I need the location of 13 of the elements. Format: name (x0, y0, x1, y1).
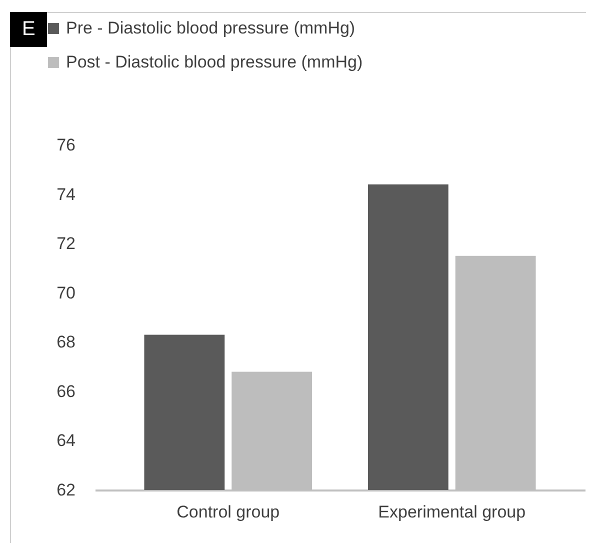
legend-label: Pre - Diastolic blood pressure (mmHg) (66, 18, 356, 38)
y-tick-label: 64 (56, 431, 76, 450)
x-tick-label: Experimental group (378, 502, 526, 522)
y-tick-label: 70 (56, 283, 76, 302)
y-tick-label: 72 (56, 234, 76, 254)
y-tick-label: 76 (56, 136, 76, 154)
y-tick-label: 66 (56, 382, 76, 401)
x-tick-label: Control group (176, 502, 280, 522)
y-tick-label: 62 (56, 480, 76, 500)
legend-label: Post - Diastolic blood pressure (mmHg) (66, 52, 363, 72)
text: E (10, 12, 48, 47)
y-tick-label: 68 (56, 332, 76, 352)
y-tick-label: 74 (56, 184, 76, 204)
